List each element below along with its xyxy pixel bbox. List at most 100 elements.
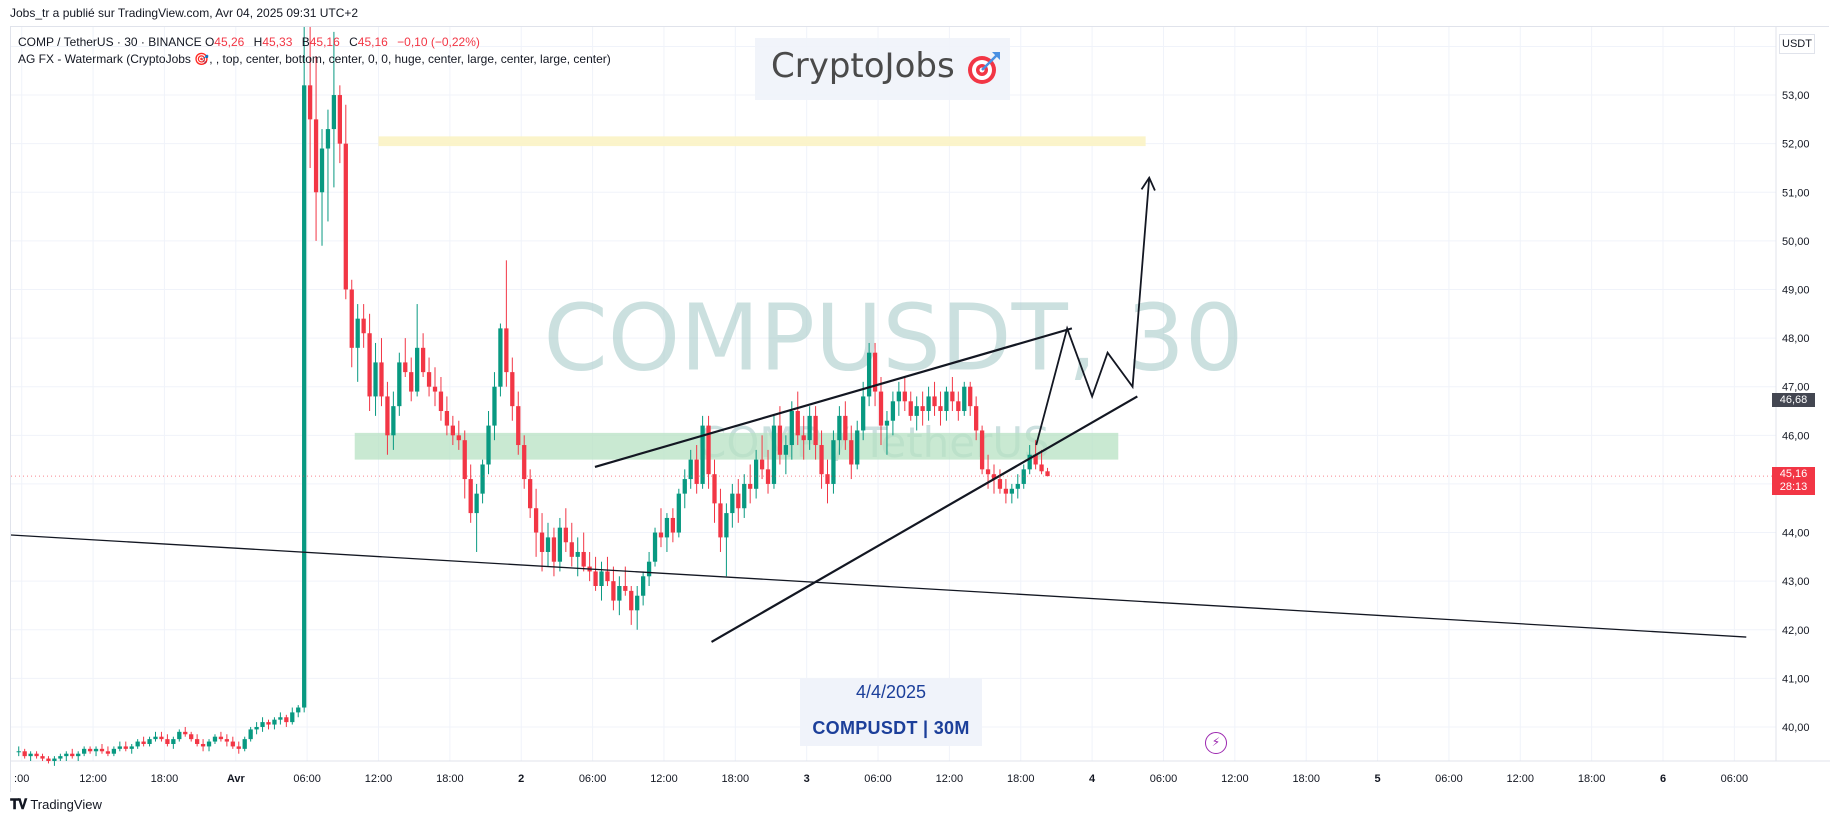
candle-body (962, 386, 967, 412)
candle-body (129, 746, 134, 749)
legend-high-value: 45,33 (262, 35, 293, 49)
candle-body (706, 425, 711, 475)
candle-body (426, 372, 432, 387)
time-tick-label: 18:00 (1578, 773, 1606, 785)
legend-indicator-line[interactable]: AG FX - Watermark (CryptoJobs 🎯, , top, … (18, 52, 611, 66)
candle-body (93, 748, 99, 752)
candle-body (872, 352, 878, 392)
candle-body (575, 551, 580, 557)
candle-body (456, 435, 461, 441)
candle-body (753, 459, 759, 489)
candle-body (319, 148, 325, 193)
legend-open-value: 45,26 (214, 35, 245, 49)
candle-body (896, 391, 901, 402)
chart-frame[interactable]: COMPUSDT, 30COMP / TetherUS54,0053,0052,… (10, 26, 1830, 793)
candle-body (403, 362, 408, 373)
candle-body (141, 741, 146, 744)
candle-body (730, 493, 735, 514)
time-tick-label: 06:00 (1150, 773, 1178, 785)
time-tick-label: 12:00 (1507, 773, 1535, 785)
candle-body (123, 746, 128, 749)
candle-body (1003, 488, 1009, 494)
candle-body (325, 129, 331, 149)
candle-body (825, 474, 830, 484)
candle-body (646, 561, 652, 577)
candle-body (528, 479, 533, 509)
candle-body (855, 430, 860, 465)
candle-body (22, 751, 27, 757)
candle-body (759, 459, 765, 470)
price-tick-label: 48,00 (1782, 333, 1810, 345)
candle-body (379, 362, 384, 397)
candle-body (539, 532, 545, 552)
candle-body (284, 717, 289, 723)
candle-body (742, 483, 747, 509)
candle-body (254, 726, 259, 730)
candle-body (914, 406, 919, 416)
candle-body (194, 739, 200, 744)
candle-body (617, 586, 622, 601)
candle-body (278, 717, 283, 720)
candle-body (373, 362, 378, 397)
lightning-icon[interactable]: ⚡ (1205, 732, 1227, 754)
projection-path (1035, 177, 1151, 446)
candle-body (736, 493, 741, 509)
legend-series-row[interactable]: COMP / TetherUS · 30 · BINANCE O45,26 H4… (18, 34, 611, 51)
price-tick-label: 44,00 (1782, 528, 1810, 540)
candle-body (337, 95, 342, 144)
tradingview-logo-icon[interactable]: 𝐓𝐕 (10, 795, 27, 812)
candle-body (189, 734, 194, 740)
candle-body (771, 425, 777, 484)
footer-brand[interactable]: TradingView (30, 796, 102, 812)
candle-body (968, 386, 973, 407)
candle-body (415, 347, 420, 392)
price-tick-label: 40,00 (1782, 722, 1810, 734)
symbol-watermark: COMPUSDT, 30 (544, 285, 1244, 392)
long-trendline (11, 534, 1747, 638)
supply-zone (378, 136, 1146, 147)
candle-body (866, 352, 872, 397)
price-tick-label: 42,00 (1782, 625, 1810, 637)
candle-body (878, 391, 884, 426)
candle-body (932, 396, 937, 407)
candlestick-chart[interactable]: COMPUSDT, 30COMP / TetherUS54,0053,0052,… (11, 27, 1830, 793)
legend-high-label: H (253, 35, 263, 49)
candle-body (658, 532, 664, 538)
candle-body (230, 741, 235, 747)
candle-body (409, 372, 414, 392)
time-tick-label: 06:00 (1721, 773, 1749, 785)
candle-body (533, 508, 539, 533)
candle-body (361, 318, 366, 334)
candle-body (974, 406, 979, 431)
candle-body (266, 722, 271, 725)
legend-open-label: O (204, 35, 215, 49)
time-tick-label: 4 (1089, 773, 1096, 785)
candle-body (557, 527, 563, 562)
chart-legend: COMP / TetherUS · 30 · BINANCE O45,26 H4… (18, 34, 611, 68)
candle-body (159, 736, 164, 740)
candle-body (385, 396, 390, 436)
candle-body (635, 595, 640, 611)
candle-body (82, 748, 87, 754)
time-tick-label: 2 (518, 773, 524, 785)
price-tick-label: 50,00 (1782, 236, 1810, 248)
candle-body (58, 756, 63, 759)
legend-series-title[interactable]: COMP / TetherUS · 30 · BINANCE (18, 35, 202, 49)
time-tick-label: 18:00 (1292, 773, 1320, 785)
candle-body (563, 527, 568, 543)
candle-body (926, 396, 931, 412)
legend-low-value: 45,16 (309, 35, 340, 49)
candle-body (664, 517, 670, 538)
candle-body (248, 729, 253, 740)
currency-button[interactable]: USDT (1779, 34, 1815, 54)
time-tick-label: 18:00 (436, 773, 464, 785)
candle-body (331, 95, 337, 130)
candle-body (1027, 454, 1032, 470)
legend-low-label: B (301, 35, 310, 49)
candle-body (611, 581, 616, 601)
candle-body (831, 440, 836, 484)
last-price-tag: 46,68 (1772, 393, 1815, 408)
candle-body (153, 736, 158, 740)
candle-body (391, 406, 396, 436)
candle-body (985, 469, 991, 475)
